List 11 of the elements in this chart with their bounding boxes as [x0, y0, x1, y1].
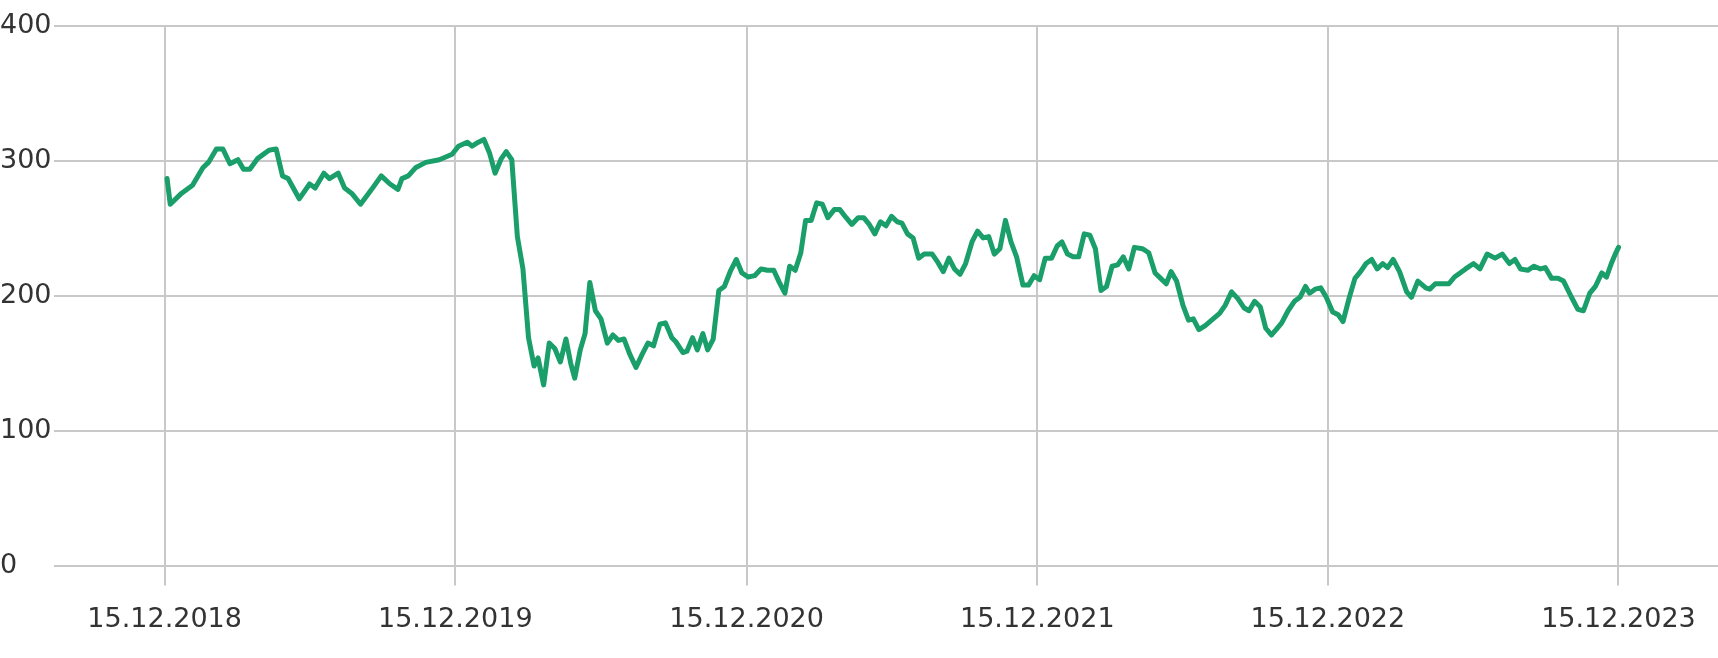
x-tick-label: 15.12.2021 [959, 601, 1115, 633]
x-tick-label: 15.12.2019 [377, 601, 533, 633]
x-tick-label: 15.12.2020 [669, 601, 824, 633]
y-tick-label: 0 [0, 547, 18, 579]
x-tick-label: 15.12.2023 [1541, 601, 1696, 633]
x-tick-label: 15.12.2018 [87, 601, 242, 633]
x-tick-label: 15.12.2022 [1250, 601, 1406, 633]
y-tick-label: 300 [0, 143, 52, 175]
y-tick-label: 100 [0, 412, 52, 444]
y-tick-label: 400 [0, 8, 52, 40]
y-tick-label: 200 [0, 277, 52, 309]
